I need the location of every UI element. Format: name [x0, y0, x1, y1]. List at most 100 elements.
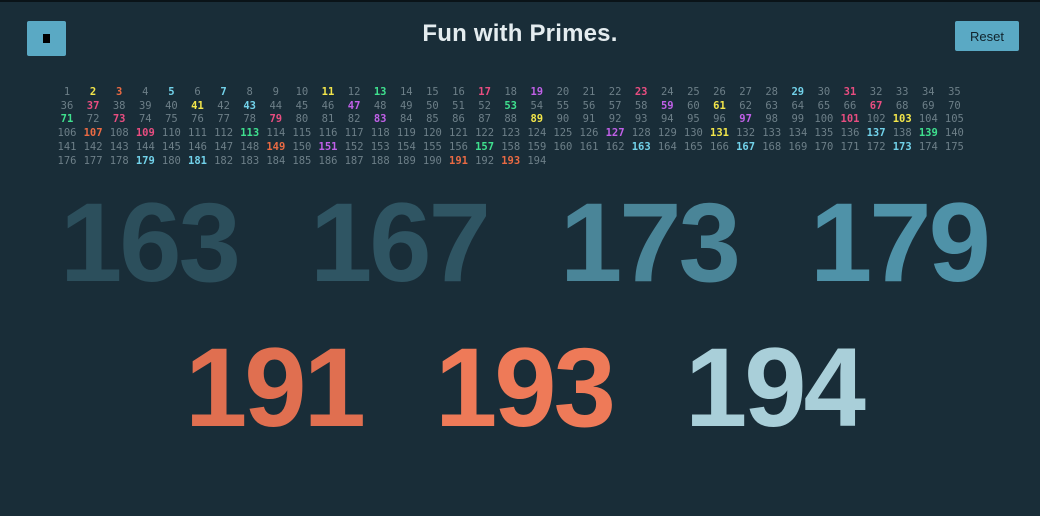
number: 159	[527, 140, 547, 153]
number: 40	[165, 99, 178, 112]
number: 133	[762, 127, 782, 140]
number: 164	[657, 140, 677, 153]
prime-number: 139	[918, 127, 938, 140]
number: 48	[373, 99, 387, 112]
prime-number: 89	[530, 113, 544, 126]
number: 78	[243, 113, 257, 126]
number: 22	[608, 86, 622, 98]
number: 1	[63, 86, 71, 98]
number: 80	[295, 113, 309, 126]
number: 172	[866, 140, 886, 153]
number: 4	[142, 86, 149, 98]
number: 95	[687, 113, 700, 126]
number: 39	[138, 99, 152, 112]
number: 44	[269, 99, 283, 112]
number: 194	[527, 154, 547, 167]
number: 36	[60, 99, 74, 112]
prime-number: 103	[892, 113, 912, 126]
number: 148	[240, 140, 260, 153]
reset-button[interactable]: Reset	[955, 21, 1019, 51]
number: 16	[452, 86, 465, 98]
prime-number: 193	[501, 154, 521, 167]
number: 166	[710, 140, 729, 153]
prime-number: 83	[373, 113, 387, 126]
number: 77	[217, 113, 230, 126]
floating-number: 167	[310, 180, 491, 305]
number: 190	[422, 154, 442, 167]
number: 132	[736, 127, 756, 140]
number: 175	[944, 140, 964, 153]
prime-number: 107	[83, 127, 103, 140]
number: 171	[840, 140, 860, 153]
prime-number: 11	[321, 86, 335, 98]
number: 92	[608, 113, 622, 126]
number: 135	[814, 127, 834, 140]
prime-number: 13	[373, 86, 387, 98]
prime-number: 73	[112, 113, 126, 126]
number: 169	[788, 140, 808, 153]
prime-number: 41	[191, 99, 204, 112]
number: 86	[452, 113, 465, 126]
number: 15	[426, 86, 439, 98]
number: 81	[321, 113, 335, 126]
number: 70	[948, 99, 961, 112]
number: 54	[530, 99, 544, 112]
number: 110	[161, 127, 181, 140]
number: 121	[449, 127, 468, 140]
number: 72	[86, 113, 100, 126]
number: 42	[217, 99, 230, 112]
prime-number: 5	[168, 86, 175, 98]
number: 35	[948, 86, 961, 98]
number: 143	[109, 140, 129, 153]
number: 25	[687, 86, 700, 98]
number: 142	[83, 140, 103, 153]
number: 62	[739, 99, 752, 112]
number: 32	[869, 86, 883, 98]
number: 33	[895, 86, 909, 98]
number: 91	[582, 113, 596, 126]
number: 134	[788, 127, 808, 140]
number: 69	[921, 99, 935, 112]
number: 178	[109, 154, 129, 167]
number: 119	[396, 127, 416, 140]
number: 188	[370, 154, 390, 167]
prime-number: 167	[736, 140, 756, 153]
number: 174	[918, 140, 938, 153]
number: 162	[605, 140, 625, 153]
prime-number: 17	[478, 86, 491, 98]
number: 161	[579, 140, 599, 153]
number: 129	[657, 127, 677, 140]
number: 192	[475, 154, 495, 167]
number: 104	[918, 113, 938, 126]
floating-number: 194	[685, 325, 866, 450]
number: 82	[347, 113, 361, 126]
number: 102	[866, 113, 886, 126]
number: 56	[582, 99, 596, 112]
prime-number: 127	[605, 127, 625, 140]
number: 152	[344, 140, 364, 153]
number: 58	[634, 99, 648, 112]
prime-number: 97	[739, 113, 752, 126]
number: 147	[214, 140, 234, 153]
number: 170	[814, 140, 834, 153]
prime-number: 157	[475, 140, 495, 153]
prime-number: 23	[634, 86, 648, 98]
stop-button[interactable]	[27, 21, 66, 56]
number: 98	[765, 113, 779, 126]
number: 50	[426, 99, 439, 112]
number: 34	[921, 86, 935, 98]
number: 158	[501, 140, 521, 153]
number: 117	[344, 127, 364, 140]
number: 182	[214, 154, 234, 167]
number: 96	[713, 113, 726, 126]
number: 49	[399, 99, 413, 112]
number: 90	[556, 113, 570, 126]
prime-number: 179	[135, 154, 155, 167]
prime-number: 151	[318, 140, 338, 153]
number: 124	[527, 127, 547, 140]
number: 99	[791, 113, 805, 126]
number: 160	[553, 140, 573, 153]
number: 30	[817, 86, 831, 98]
prime-number: 181	[188, 154, 207, 167]
number: 27	[739, 86, 752, 98]
